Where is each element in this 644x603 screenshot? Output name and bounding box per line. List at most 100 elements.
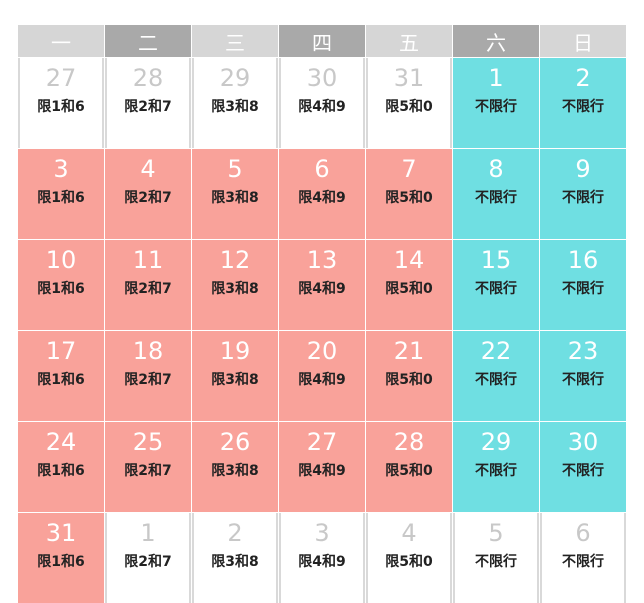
restriction-rule-label: 不限行 xyxy=(475,463,517,479)
calendar-day-cell[interactable]: 3 限4和9 xyxy=(279,513,365,603)
day-number: 27 xyxy=(45,64,77,92)
calendar-day-cell[interactable]: 27 限1和6 xyxy=(18,58,104,148)
calendar-day-cell[interactable]: 30 不限行 xyxy=(540,422,626,512)
day-number: 4 xyxy=(140,155,156,183)
calendar-day-cell[interactable]: 26 限3和8 xyxy=(192,422,278,512)
restriction-rule-label: 不限行 xyxy=(475,190,517,206)
day-number: 16 xyxy=(567,246,599,274)
day-number: 3 xyxy=(53,155,69,183)
calendar-day-cell[interactable]: 10 限1和6 xyxy=(18,240,104,330)
restriction-rule-label: 限5和0 xyxy=(385,463,433,479)
day-number: 30 xyxy=(567,428,599,456)
restriction-rule-label: 限3和8 xyxy=(211,99,259,115)
traffic-restriction-calendar: 一二三四五六日 27 限1和6 28 限2和7 29 限3和8 30 限4和9 31 限5和0 1 不… xyxy=(18,25,628,603)
day-number: 8 xyxy=(488,155,504,183)
day-number: 7 xyxy=(401,155,417,183)
calendar-day-cell[interactable]: 6 限4和9 xyxy=(279,149,365,239)
calendar-week-row: 24 限1和6 25 限2和7 26 限3和8 27 限4和9 28 限5和0 29 不限行 30 不限行 xyxy=(18,422,628,512)
restriction-rule-label: 限1和6 xyxy=(37,463,85,479)
calendar-day-cell[interactable]: 9 不限行 xyxy=(540,149,626,239)
calendar-day-cell[interactable]: 20 限4和9 xyxy=(279,331,365,421)
weekday-header-cell: 日 xyxy=(540,25,626,57)
restriction-rule-label: 不限行 xyxy=(475,99,517,115)
weekday-header-cell: 三 xyxy=(192,25,278,57)
calendar-day-cell[interactable]: 5 不限行 xyxy=(453,513,539,603)
calendar-day-cell[interactable]: 6 不限行 xyxy=(540,513,626,603)
restriction-rule-label: 限1和6 xyxy=(37,190,85,206)
restriction-rule-label: 不限行 xyxy=(475,554,517,570)
restriction-rule-label: 限2和7 xyxy=(124,554,172,570)
day-number: 24 xyxy=(45,428,77,456)
day-number: 13 xyxy=(306,246,338,274)
restriction-rule-label: 限4和9 xyxy=(298,281,346,297)
calendar-day-cell[interactable]: 1 限2和7 xyxy=(105,513,191,603)
restriction-rule-label: 限5和0 xyxy=(385,99,433,115)
day-number: 25 xyxy=(132,428,164,456)
day-number: 27 xyxy=(306,428,338,456)
calendar-day-cell[interactable]: 14 限5和0 xyxy=(366,240,452,330)
day-number: 20 xyxy=(306,337,338,365)
restriction-rule-label: 不限行 xyxy=(562,190,604,206)
calendar-day-cell[interactable]: 29 不限行 xyxy=(453,422,539,512)
day-number: 1 xyxy=(140,519,156,547)
restriction-rule-label: 限5和0 xyxy=(385,190,433,206)
calendar-day-cell[interactable]: 4 限5和0 xyxy=(366,513,452,603)
day-number: 5 xyxy=(488,519,504,547)
day-number: 11 xyxy=(132,246,164,274)
calendar-day-cell[interactable]: 2 不限行 xyxy=(540,58,626,148)
restriction-rule-label: 不限行 xyxy=(475,372,517,388)
calendar-day-cell[interactable]: 30 限4和9 xyxy=(279,58,365,148)
day-number: 12 xyxy=(219,246,251,274)
restriction-rule-label: 不限行 xyxy=(562,99,604,115)
calendar-day-cell[interactable]: 23 不限行 xyxy=(540,331,626,421)
restriction-rule-label: 不限行 xyxy=(562,463,604,479)
calendar-week-row: 17 限1和6 18 限2和7 19 限3和8 20 限4和9 21 限5和0 22 不限行 23 不限行 xyxy=(18,331,628,421)
calendar-day-cell[interactable]: 5 限3和8 xyxy=(192,149,278,239)
calendar-day-cell[interactable]: 22 不限行 xyxy=(453,331,539,421)
weekday-header: 一二三四五六日 xyxy=(18,25,628,57)
restriction-rule-label: 限5和0 xyxy=(385,372,433,388)
calendar-day-cell[interactable]: 7 限5和0 xyxy=(366,149,452,239)
calendar-day-cell[interactable]: 11 限2和7 xyxy=(105,240,191,330)
calendar-week-row: 10 限1和6 11 限2和7 12 限3和8 13 限4和9 14 限5和0 15 不限行 16 不限行 xyxy=(18,240,628,330)
restriction-rule-label: 限4和9 xyxy=(298,372,346,388)
day-number: 1 xyxy=(488,64,504,92)
weekday-header-cell: 四 xyxy=(279,25,365,57)
calendar-day-cell[interactable]: 17 限1和6 xyxy=(18,331,104,421)
calendar-day-cell[interactable]: 15 不限行 xyxy=(453,240,539,330)
day-number: 10 xyxy=(45,246,77,274)
restriction-rule-label: 限2和7 xyxy=(124,190,172,206)
weekday-header-cell: 二 xyxy=(105,25,191,57)
calendar-day-cell[interactable]: 29 限3和8 xyxy=(192,58,278,148)
calendar-day-cell[interactable]: 4 限2和7 xyxy=(105,149,191,239)
day-number: 31 xyxy=(393,64,425,92)
calendar-day-cell[interactable]: 19 限3和8 xyxy=(192,331,278,421)
calendar-day-cell[interactable]: 3 限1和6 xyxy=(18,149,104,239)
day-number: 15 xyxy=(480,246,512,274)
calendar-day-cell[interactable]: 12 限3和8 xyxy=(192,240,278,330)
calendar-day-cell[interactable]: 2 限3和8 xyxy=(192,513,278,603)
day-number: 2 xyxy=(227,519,243,547)
weekday-header-cell: 一 xyxy=(18,25,104,57)
calendar-day-cell[interactable]: 28 限5和0 xyxy=(366,422,452,512)
restriction-rule-label: 限3和8 xyxy=(211,372,259,388)
day-number: 17 xyxy=(45,337,77,365)
calendar-day-cell[interactable]: 13 限4和9 xyxy=(279,240,365,330)
calendar-day-cell[interactable]: 31 限5和0 xyxy=(366,58,452,148)
calendar-day-cell[interactable]: 27 限4和9 xyxy=(279,422,365,512)
calendar-day-cell[interactable]: 1 不限行 xyxy=(453,58,539,148)
calendar-day-cell[interactable]: 28 限2和7 xyxy=(105,58,191,148)
restriction-rule-label: 限2和7 xyxy=(124,463,172,479)
calendar-day-cell[interactable]: 16 不限行 xyxy=(540,240,626,330)
calendar-day-cell[interactable]: 24 限1和6 xyxy=(18,422,104,512)
day-number: 14 xyxy=(393,246,425,274)
day-number: 6 xyxy=(575,519,591,547)
calendar-day-cell[interactable]: 21 限5和0 xyxy=(366,331,452,421)
calendar-day-cell[interactable]: 31 限1和6 xyxy=(18,513,104,603)
calendar-day-cell[interactable]: 25 限2和7 xyxy=(105,422,191,512)
restriction-rule-label: 不限行 xyxy=(562,372,604,388)
calendar-day-cell[interactable]: 18 限2和7 xyxy=(105,331,191,421)
calendar-day-cell[interactable]: 8 不限行 xyxy=(453,149,539,239)
day-number: 2 xyxy=(575,64,591,92)
restriction-rule-label: 限4和9 xyxy=(298,554,346,570)
